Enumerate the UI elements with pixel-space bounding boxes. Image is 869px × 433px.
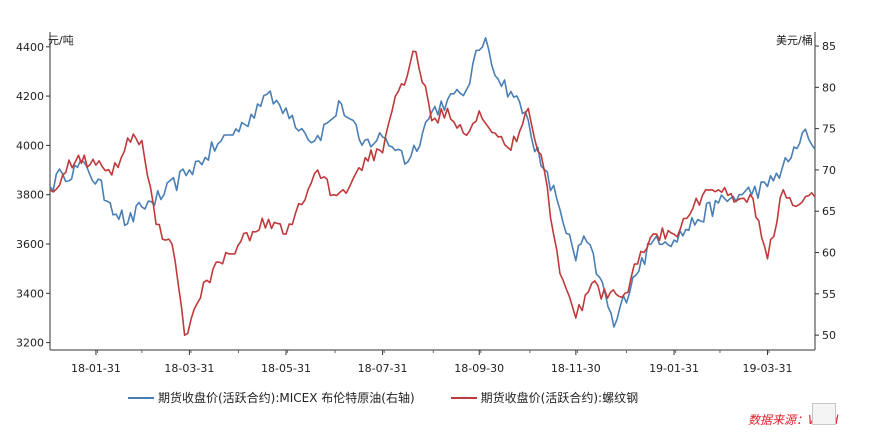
chart-axes: 3200 3400 3600 3800 4000 4200 4400 50 55 60 65 70 75… (16, 32, 836, 375)
left-tick-label: 4000 (16, 139, 44, 152)
series-line-brent (49, 37, 816, 328)
right-tick-label: 55 (822, 288, 836, 301)
left-tick-label: 4200 (16, 90, 44, 103)
left-axis-unit: 元/吨 (48, 34, 74, 47)
x-tick-label: 18-07-31 (358, 362, 408, 375)
left-tick-label: 3200 (16, 337, 44, 350)
x-tick-label: 19-03-31 (743, 362, 793, 375)
legend-item-brent: 期货收盘价(活跃合约):MICEX 布伦特原油(右轴) (128, 389, 415, 406)
right-tick-label: 65 (822, 205, 836, 218)
wind-watermark (812, 403, 836, 425)
right-tick-label: 70 (822, 164, 836, 177)
right-tick-label: 80 (822, 81, 836, 94)
x-tick-label: 18-03-31 (164, 362, 214, 375)
right-axis-unit: 美元/桶 (776, 33, 813, 47)
x-tick-label: 19-01-31 (649, 362, 699, 375)
x-tick-label: 18-09-30 (454, 362, 504, 375)
chart-series (49, 37, 816, 336)
right-tick-label: 85 (822, 40, 836, 53)
legend: 期货收盘价(活跃合约):MICEX 布伦特原油(右轴) 期货收盘价(活跃合约):… (128, 389, 638, 406)
right-tick-label: 50 (822, 329, 836, 342)
left-tick-label: 3600 (16, 238, 44, 251)
series-line-rebar (49, 50, 816, 336)
x-tick-label: 18-11-30 (551, 362, 601, 375)
left-tick-label: 4400 (16, 41, 44, 54)
legend-swatch-rebar (450, 396, 477, 399)
legend-item-rebar: 期货收盘价(活跃合约):螺纹钢 (450, 389, 639, 406)
right-tick-label: 75 (822, 123, 836, 136)
left-tick-label: 3400 (16, 287, 44, 300)
x-tick-label: 18-01-31 (71, 362, 121, 375)
legend-swatch-brent (128, 396, 154, 399)
legend-label-rebar: 期货收盘价(活跃合约):螺纹钢 (480, 391, 639, 405)
x-tick-label: 18-05-31 (261, 362, 311, 375)
right-tick-label: 60 (822, 247, 836, 260)
legend-label-brent: 期货收盘价(活跃合约):MICEX 布伦特原油(右轴) (158, 391, 415, 405)
left-tick-label: 3800 (16, 189, 44, 202)
